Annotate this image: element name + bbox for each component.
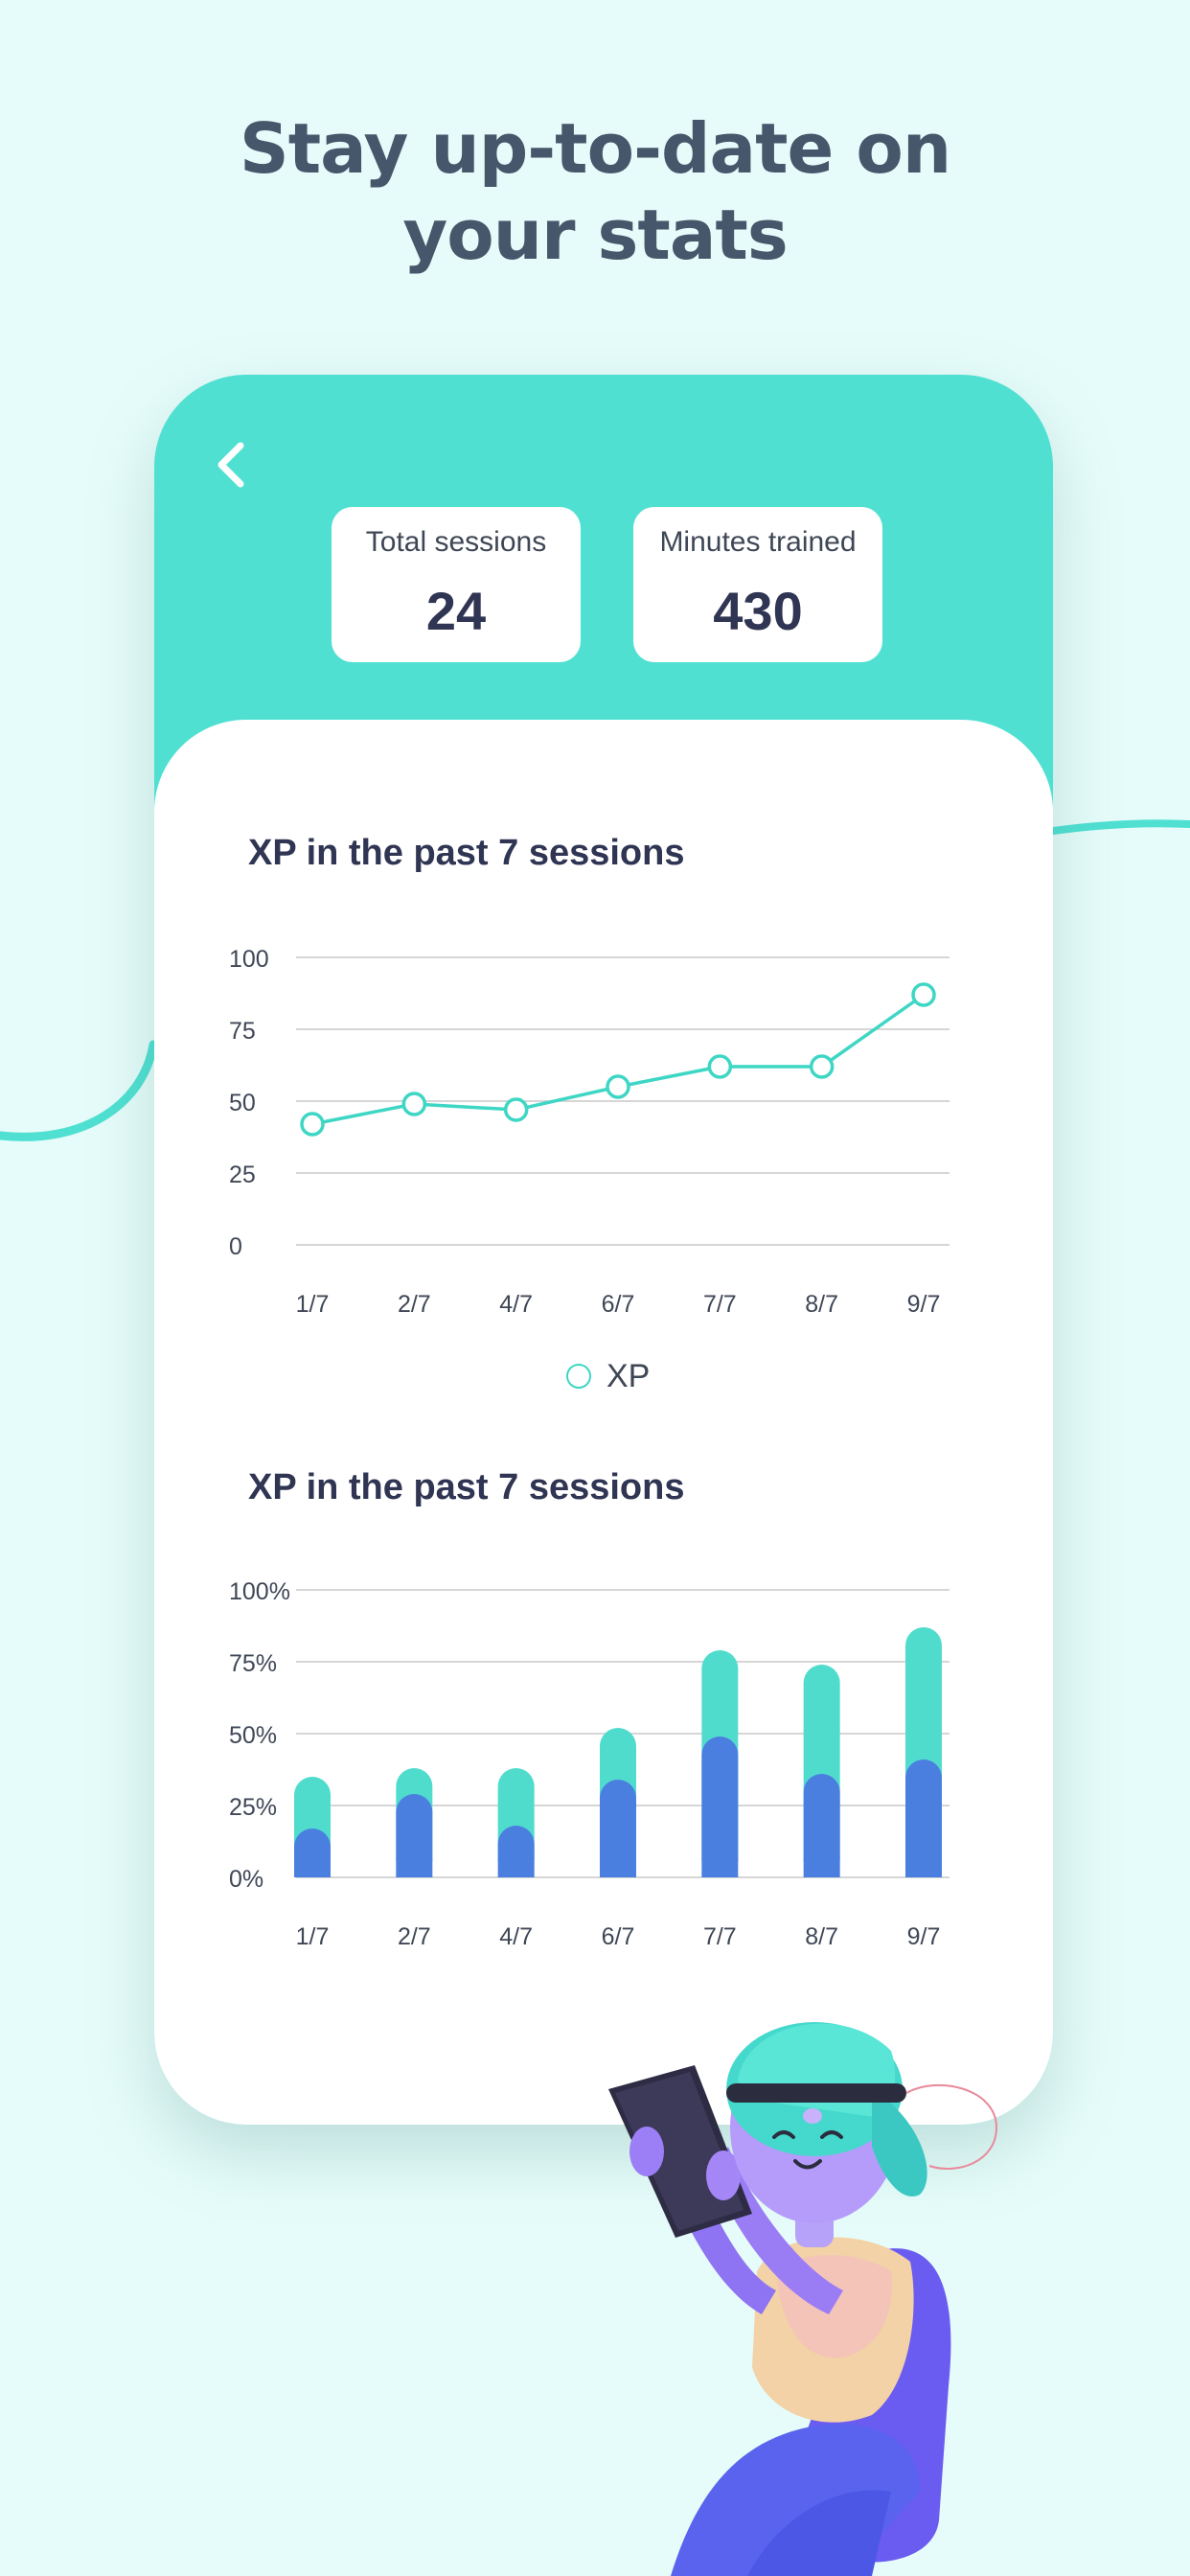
bar-lower-segment: [701, 1736, 739, 1877]
x-tick-label: 4/7: [499, 1923, 533, 1950]
x-tick-label: 1/7: [296, 1291, 330, 1318]
curve-right: [1049, 819, 1190, 835]
x-tick-label: 7/7: [703, 1923, 737, 1950]
bar-base: [600, 1858, 636, 1877]
headline-line-2: your stats: [402, 195, 788, 275]
bar-base: [497, 1858, 535, 1877]
x-tick-label: 9/7: [907, 1291, 941, 1318]
bar-lower-segment: [600, 1780, 636, 1877]
xp-data-point: [606, 1074, 630, 1099]
y-tick-label: 50%: [229, 1722, 277, 1749]
y-tick-label: 100%: [229, 1578, 290, 1605]
y-tick-label: 25: [229, 1162, 256, 1188]
total-sessions-value: 24: [425, 581, 487, 641]
x-tick-label: 8/7: [805, 1291, 838, 1318]
xp-data-point: [503, 1097, 529, 1122]
xp-line-chart: 0 25 50 75 100 1/7 2/7 4/7 6/7 7/7 8/7 9/7: [229, 946, 950, 1318]
x-tick-label: 8/7: [805, 1923, 838, 1950]
minutes-trained-label: Minutes trained: [659, 526, 857, 558]
bar-chart-title: XP in the past 7 sessions: [248, 1467, 685, 1507]
line-chart-title: XP in the past 7 sessions: [248, 833, 685, 873]
total-sessions-label: Total sessions: [365, 526, 547, 558]
bar-lower-segment: [905, 1760, 942, 1877]
xp-data-point: [911, 982, 936, 1007]
y-tick-label: 25%: [229, 1794, 277, 1821]
bar-base: [396, 1858, 433, 1877]
xp-data-point: [300, 1112, 325, 1137]
xp-bar-chart: 0% 25% 50% 75% 100% 1/7 2/7 4/7 6/7 7/7 8/7 9/7: [229, 1578, 950, 1950]
xp-data-point: [809, 1054, 835, 1079]
y-tick-label: 0%: [229, 1866, 263, 1893]
bar-base: [294, 1858, 331, 1877]
x-tick-label: 6/7: [602, 1923, 635, 1950]
x-tick-label: 2/7: [398, 1291, 431, 1318]
stats-card: XP in the past 7 sessions 0 25 50 75 100 1/7 2…: [154, 720, 1053, 2125]
bar-base: [803, 1858, 840, 1877]
y-tick-label: 75: [229, 1018, 256, 1045]
curve-left: [0, 1040, 158, 1141]
minutes-trained-value: 430: [713, 581, 803, 641]
x-tick-label: 6/7: [602, 1291, 635, 1318]
bar-lower-segment: [803, 1774, 840, 1877]
legend-label: XP: [606, 1358, 651, 1394]
back-button[interactable]: [204, 436, 262, 494]
x-tick-label: 7/7: [703, 1291, 737, 1318]
x-tick-label: 2/7: [398, 1923, 431, 1950]
bar-base: [905, 1858, 942, 1877]
headline-line-1: Stay up-to-date on: [239, 108, 951, 189]
phone-screen: Total sessions 24 Minutes trained 430 XP…: [154, 375, 1053, 2125]
legend-circle-icon: [566, 1364, 591, 1389]
x-tick-label: 9/7: [907, 1923, 941, 1950]
x-tick-label: 1/7: [296, 1923, 330, 1950]
bar-base: [701, 1858, 739, 1877]
bar-lower-segment: [396, 1794, 433, 1877]
minutes-trained-card: Minutes trained 430: [633, 507, 882, 662]
xp-data-point: [707, 1054, 733, 1079]
y-tick-label: 100: [229, 946, 269, 973]
y-tick-label: 50: [229, 1090, 256, 1116]
page-headline: Stay up-to-date on your stats: [0, 105, 1190, 278]
xp-data-point: [401, 1092, 427, 1116]
total-sessions-card: Total sessions 24: [332, 507, 581, 662]
character-illustration: [608, 2022, 998, 2576]
y-tick-label: 0: [229, 1233, 242, 1260]
y-tick-label: 75%: [229, 1650, 277, 1677]
x-tick-label: 4/7: [499, 1291, 533, 1318]
chevron-left-icon: [217, 442, 244, 488]
